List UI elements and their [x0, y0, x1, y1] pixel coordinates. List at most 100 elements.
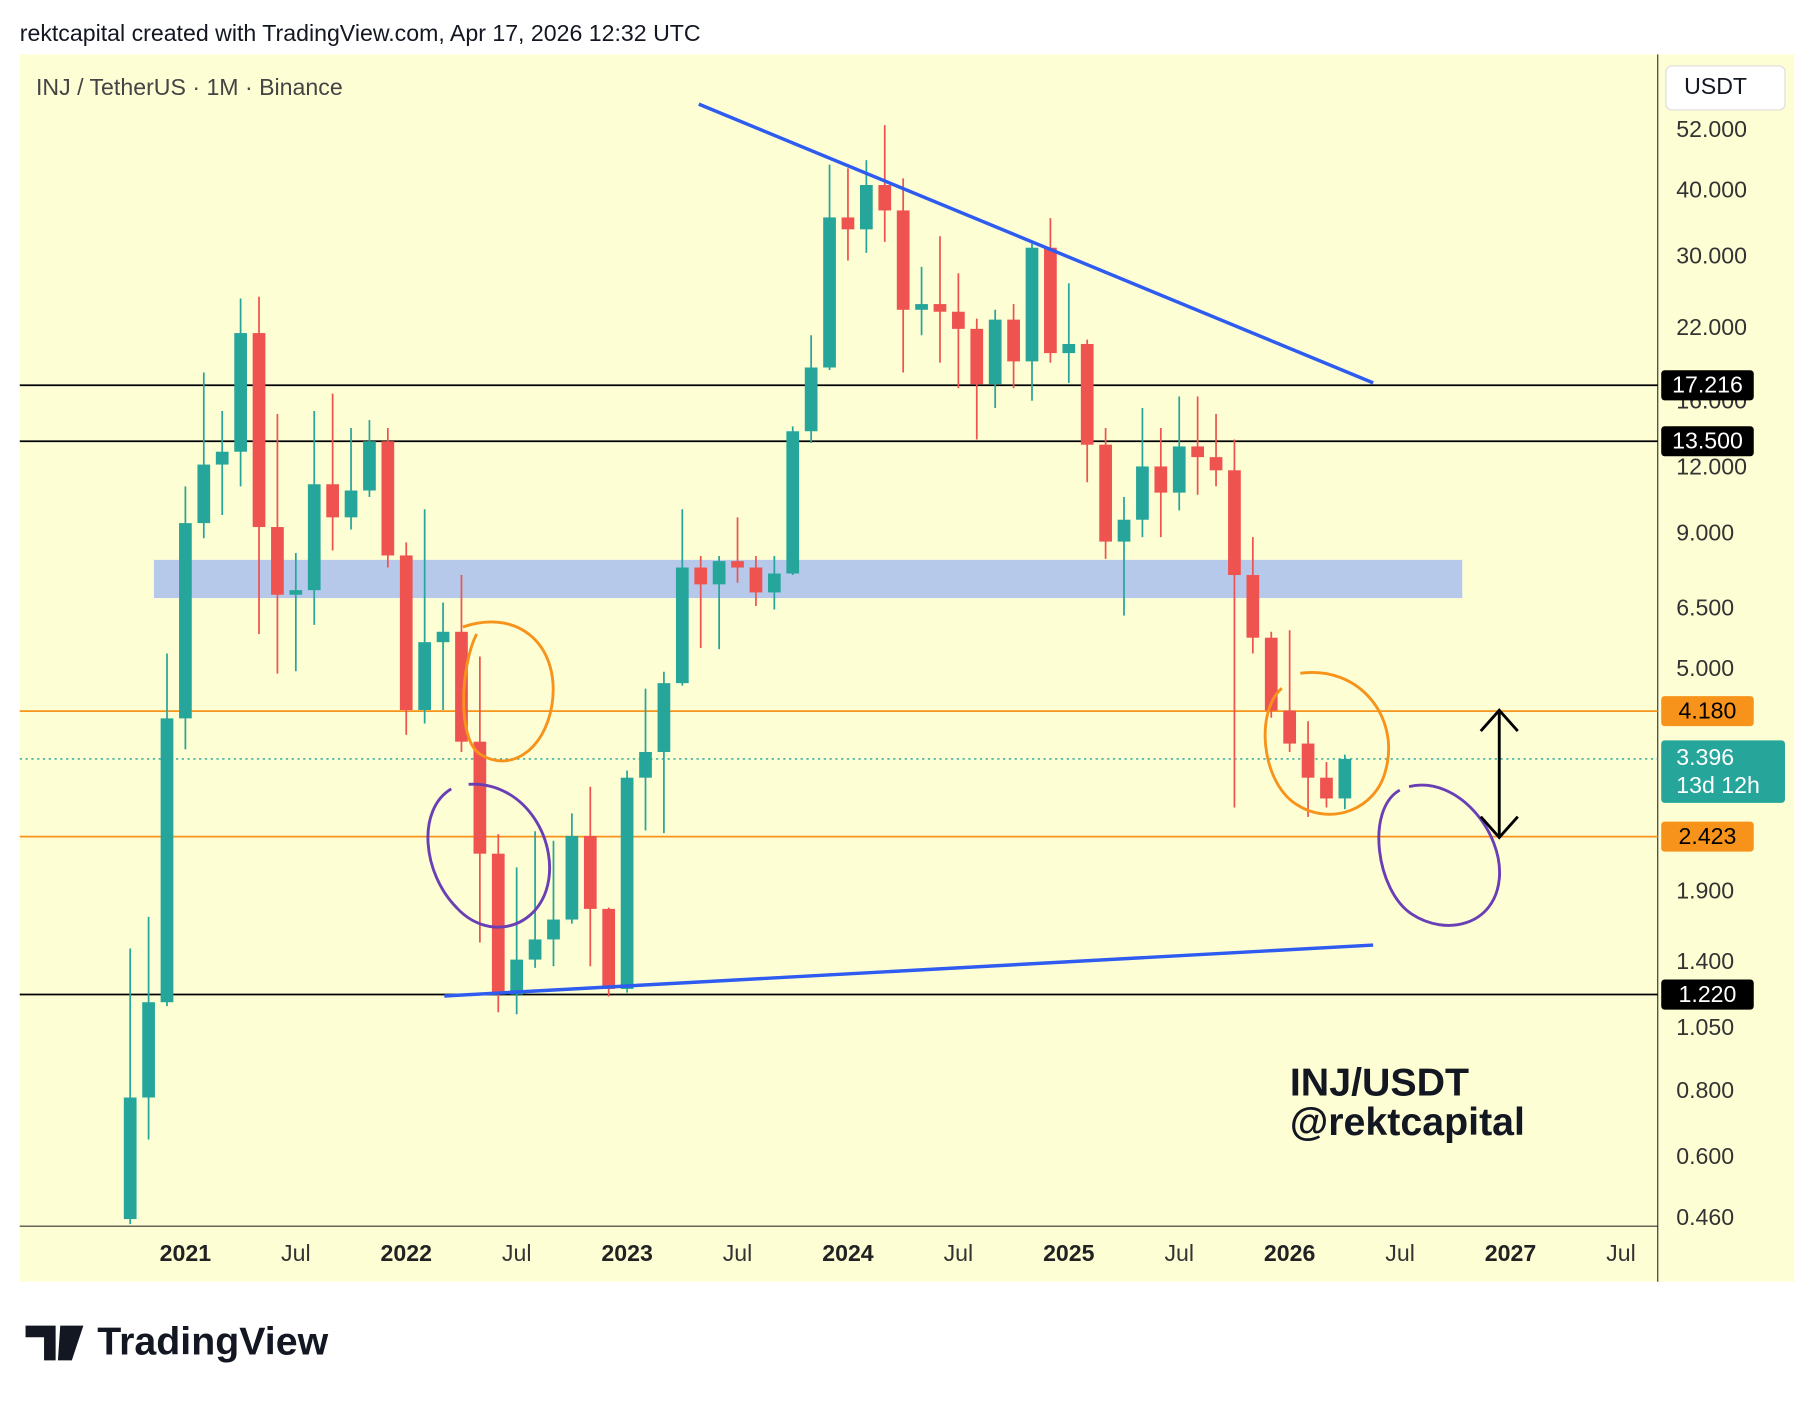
candle-body [547, 919, 560, 940]
y-tick-label: 9.000 [1676, 520, 1734, 546]
candle-body [657, 683, 671, 752]
y-tick-label: 0.800 [1676, 1077, 1734, 1103]
candle-body [1246, 575, 1260, 638]
candle-body [639, 751, 652, 778]
candles [123, 125, 1352, 1225]
candle-body [1228, 470, 1241, 576]
candle-body [620, 777, 634, 989]
level-label-box [1661, 696, 1754, 727]
candle-body [952, 311, 965, 329]
y-tick-label: 1.050 [1676, 1014, 1734, 1040]
y-tick-label: 1.400 [1676, 948, 1734, 974]
candle-body [1099, 444, 1112, 542]
candle-body [1172, 446, 1186, 493]
level-label-box [1661, 370, 1754, 401]
circle [462, 620, 555, 763]
watermark: INJ/USDT [1290, 1060, 1469, 1104]
candle-body [602, 908, 616, 989]
candle-body [234, 333, 247, 452]
x-tick-label: Jul [1164, 1240, 1194, 1266]
candle-body [694, 567, 708, 585]
x-tick-label: 2022 [381, 1240, 432, 1266]
candle-body [583, 835, 597, 909]
last-price-label: 3.396 [1676, 744, 1734, 770]
level-label: 13.500 [1672, 428, 1743, 454]
candle-body [1062, 343, 1076, 354]
x-tick-label: Jul [723, 1240, 753, 1266]
trendline [444, 943, 1374, 998]
level-label-box [1661, 979, 1754, 1010]
candle-body [1044, 247, 1057, 354]
candle-body [970, 328, 984, 385]
candle-body [1191, 446, 1204, 458]
y-tick-label: 52.000 [1676, 116, 1747, 142]
y-tick-label: 6.500 [1676, 595, 1734, 621]
candle-body [1080, 343, 1094, 445]
candle-body [473, 741, 487, 854]
candle-body [731, 561, 744, 568]
candle-body [565, 835, 579, 920]
candle-body [289, 590, 303, 595]
candle-body [179, 523, 192, 719]
x-tick-label: 2021 [160, 1240, 212, 1266]
candle-body [988, 319, 1002, 385]
candle-body [418, 642, 432, 711]
candle-body [363, 441, 376, 491]
candle-body [491, 853, 505, 995]
annotations [426, 102, 1519, 998]
levels [19, 384, 1658, 996]
y-tick-label: 12.000 [1676, 453, 1747, 479]
x-tick-label: 2023 [601, 1240, 653, 1266]
y-tick-label: 5.000 [1676, 655, 1734, 681]
candle-body [804, 367, 818, 432]
logo-icon [25, 1325, 84, 1361]
circle [426, 782, 552, 929]
drawings [153, 559, 1463, 599]
x-tick-label: 2027 [1485, 1240, 1536, 1266]
candle-body [1320, 777, 1333, 799]
circle [1263, 670, 1391, 816]
candle-body [841, 217, 855, 230]
candle-body [823, 217, 836, 368]
x-tick-label: Jul [1385, 1240, 1415, 1266]
x-tick-label: Jul [502, 1240, 532, 1266]
last-price-box [1661, 740, 1785, 803]
candle-body [399, 555, 413, 711]
candle-body [160, 718, 174, 1003]
arrow-heads [1479, 708, 1519, 840]
candle-body [215, 451, 229, 465]
candle-body [896, 210, 910, 310]
candle-body [436, 631, 450, 643]
candle-body [1007, 319, 1020, 362]
symbol-title: INJ / TetherUS · 1M · Binance [36, 74, 343, 100]
candle-body [1025, 247, 1039, 362]
level-label: 17.216 [1672, 372, 1743, 398]
candle-body [1301, 743, 1315, 778]
candle-body [1136, 466, 1149, 520]
candle-body [142, 1002, 155, 1098]
x-tick-label: Jul [944, 1240, 974, 1266]
trendline [698, 102, 1374, 385]
candle-body [933, 304, 947, 312]
candle-body [528, 939, 542, 960]
y-tick-label: 0.460 [1676, 1204, 1734, 1230]
y-tick-label: 0.600 [1676, 1143, 1734, 1169]
level-label-box [1661, 821, 1754, 852]
candle-body [915, 304, 928, 310]
candle-body [307, 484, 321, 591]
candle-body [123, 1097, 137, 1220]
candle-body [1117, 519, 1131, 542]
y-tick-label: 30.000 [1676, 243, 1747, 269]
x-tick-label: Jul [1606, 1240, 1636, 1266]
candle-body [1283, 710, 1297, 744]
candle-body [767, 573, 781, 593]
candle-body [878, 185, 892, 211]
currency-box[interactable] [1665, 65, 1786, 111]
x-tick-label: 2026 [1264, 1240, 1316, 1266]
level-label: 2.423 [1679, 823, 1737, 849]
candle-body [197, 464, 211, 524]
candle-body [510, 959, 524, 995]
currency: USDT [1684, 73, 1747, 99]
candle-body [1338, 758, 1352, 799]
